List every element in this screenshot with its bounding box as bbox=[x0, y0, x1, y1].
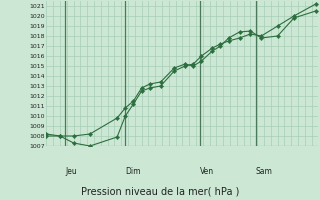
Text: Jeu: Jeu bbox=[66, 167, 77, 176]
Text: Ven: Ven bbox=[200, 167, 214, 176]
Text: Sam: Sam bbox=[256, 167, 273, 176]
Text: Pression niveau de la mer( hPa ): Pression niveau de la mer( hPa ) bbox=[81, 186, 239, 196]
Text: Dim: Dim bbox=[125, 167, 141, 176]
